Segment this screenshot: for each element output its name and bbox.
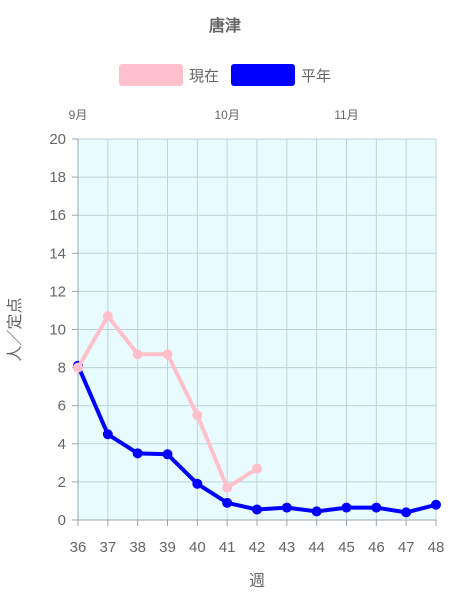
data-point[interactable] xyxy=(162,449,173,460)
legend-label-current: 現在 xyxy=(188,67,219,85)
data-point[interactable] xyxy=(162,349,173,360)
y-tick-label: 10 xyxy=(49,322,66,339)
y-tick-label: 12 xyxy=(49,283,66,300)
y-axis-title: 人／定点 xyxy=(6,297,24,361)
legend-swatch-normal xyxy=(231,64,295,86)
month-label: 11月 xyxy=(334,108,358,122)
x-tick-label: 39 xyxy=(159,539,176,556)
x-tick-label: 41 xyxy=(219,539,236,556)
data-point[interactable] xyxy=(222,497,233,508)
x-tick-label: 38 xyxy=(129,539,146,556)
data-point[interactable] xyxy=(73,362,83,373)
y-tick-label: 6 xyxy=(58,398,66,415)
y-tick-label: 0 xyxy=(58,512,66,529)
x-tick-label: 47 xyxy=(398,539,415,556)
y-tick-label: 16 xyxy=(49,207,66,224)
y-tick-label: 8 xyxy=(58,360,66,377)
x-tick-label: 46 xyxy=(368,539,385,556)
data-point[interactable] xyxy=(102,311,113,322)
month-label: 9月 xyxy=(69,108,88,122)
data-point[interactable] xyxy=(252,504,262,515)
y-tick-label: 18 xyxy=(49,169,66,186)
x-tick-label: 45 xyxy=(338,539,355,556)
data-point[interactable] xyxy=(102,429,113,440)
data-point[interactable] xyxy=(192,410,203,421)
legend-swatch-current xyxy=(118,64,183,86)
y-tick-labels: 0 2 4 6 8 10 12 14 16 18 20 xyxy=(49,131,66,529)
data-point[interactable] xyxy=(132,448,143,459)
legend: 現在 平年 xyxy=(0,64,450,86)
data-point[interactable] xyxy=(281,502,292,513)
data-point[interactable] xyxy=(252,463,262,474)
data-point[interactable] xyxy=(431,499,441,510)
x-tick-labels: 36 37 38 39 40 41 42 43 44 45 46 47 48 xyxy=(70,539,445,556)
month-labels: 9月 10月 11月 xyxy=(69,108,359,122)
x-tick-label: 43 xyxy=(278,539,295,556)
x-tick-label: 40 xyxy=(189,539,206,556)
month-label: 10月 xyxy=(214,108,239,122)
chart-title: 唐津 xyxy=(208,18,241,35)
data-point[interactable] xyxy=(371,502,382,513)
data-point[interactable] xyxy=(401,507,412,518)
y-tick-label: 14 xyxy=(49,245,66,262)
y-tick-label: 20 xyxy=(49,131,66,148)
x-tick-label: 42 xyxy=(249,539,266,556)
y-tick-label: 2 xyxy=(58,474,66,491)
series-group xyxy=(73,311,441,518)
x-tick-label: 36 xyxy=(70,539,87,556)
x-tick-label: 44 xyxy=(308,539,325,556)
data-point[interactable] xyxy=(192,478,203,489)
data-point[interactable] xyxy=(132,349,143,360)
legend-label-normal: 平年 xyxy=(301,67,332,85)
x-axis-title: 週 xyxy=(249,572,265,590)
data-point[interactable] xyxy=(222,482,233,493)
legend-item-normal[interactable]: 平年 xyxy=(231,64,331,86)
axes xyxy=(72,138,437,526)
y-tick-label: 4 xyxy=(58,436,66,453)
x-tick-label: 48 xyxy=(428,539,445,556)
data-point[interactable] xyxy=(341,502,352,513)
data-point[interactable] xyxy=(311,506,322,517)
x-tick-label: 37 xyxy=(99,539,116,556)
legend-item-current[interactable]: 現在 xyxy=(118,64,219,86)
